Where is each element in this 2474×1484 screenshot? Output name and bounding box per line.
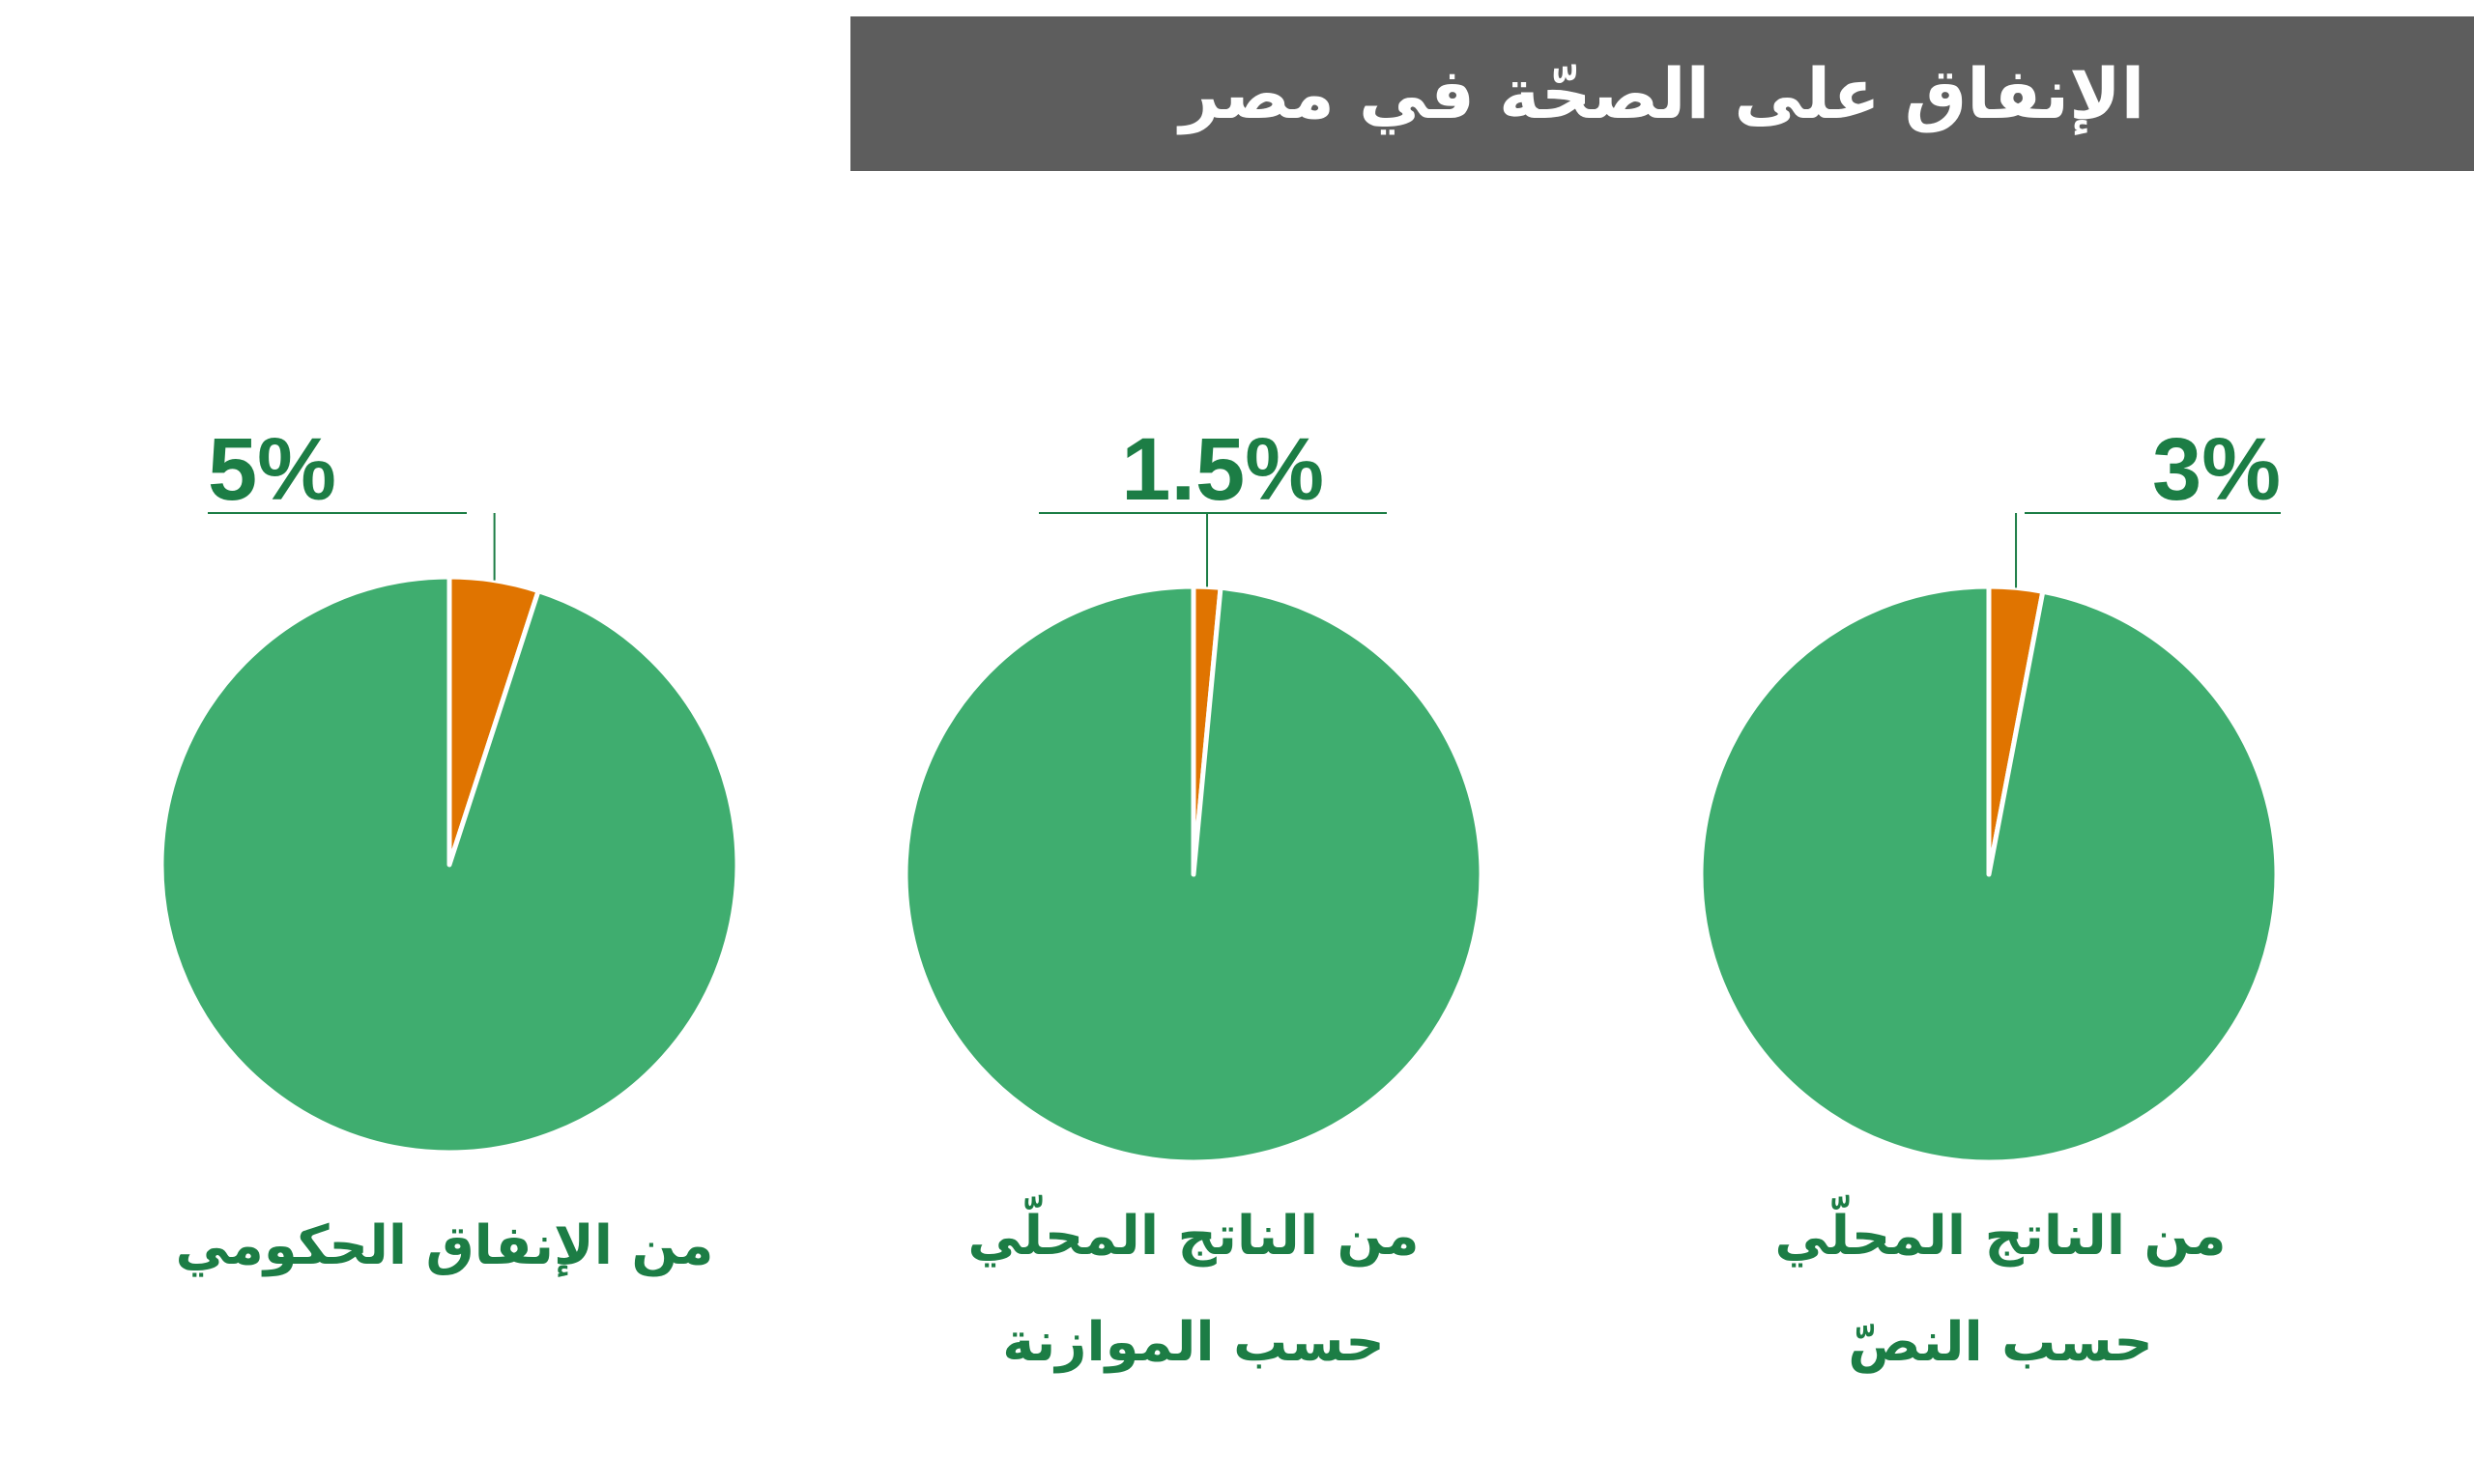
pie-slice-main [158,574,740,1156]
pie-caption-gdp-budget: من الناتج المحلّي حسب الموازنة [855,1184,1532,1396]
percentage-label: 5% [208,420,336,519]
caption-line: حسب النصّ [1848,1311,2153,1374]
caption-line: من الناتج المحلّي [1774,1205,2227,1268]
caption-line: من الإنفاق الحكومي [175,1214,714,1277]
title-bar: الإنفاق على الصحّة في مصر [850,16,2474,171]
percentage-label: 3% [2152,420,2281,519]
pie-caption-government-spending: من الإنفاق الحكومي [106,1193,783,1299]
pie-chart: 5% [158,420,740,1156]
pie-slice-main [1698,584,2280,1165]
pie-slice-main [903,584,1484,1165]
caption-line: حسب الموازنة [1002,1311,1385,1374]
page-title: الإنفاق على الصحّة في مصر [1179,53,2145,134]
pie-chart: 1.5% [903,420,1484,1165]
pie-chart: 3% [1698,420,2281,1165]
caption-line: من الناتج المحلّي [967,1205,1420,1268]
percentage-label: 1.5% [1121,420,1324,519]
pie-caption-gdp-text: من الناتج المحلّي حسب النصّ [1662,1184,2339,1396]
